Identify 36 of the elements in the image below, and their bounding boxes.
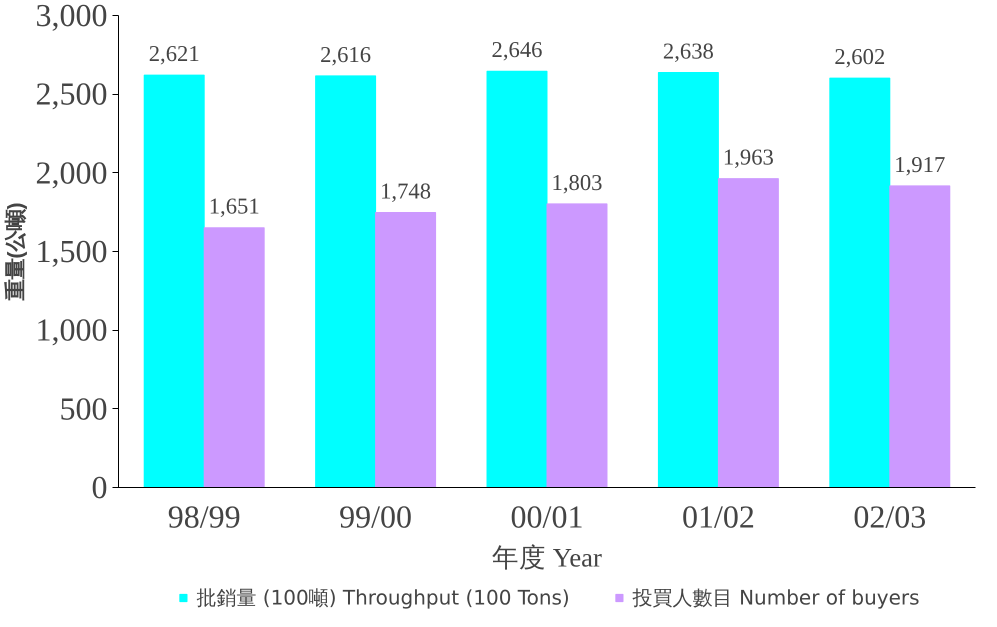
y-tick-label: 1,500 (36, 233, 108, 269)
bar (315, 75, 376, 488)
bar (375, 212, 436, 488)
y-tick-label: 0 (92, 469, 108, 505)
y-tick-label: 1,000 (36, 312, 108, 348)
x-axis-title: 年度 Year (492, 542, 602, 572)
data-label: 2,638 (662, 38, 714, 64)
bar (889, 185, 950, 488)
x-tick-label: 98/99 (168, 498, 241, 534)
legend-label: 批銷量 (100噸) Throughput (100 Tons) (196, 584, 570, 611)
y-tick-label: 2,500 (36, 76, 108, 112)
bar (546, 203, 608, 488)
y-axis-title: 重量(公噸) (4, 202, 28, 302)
bar (204, 227, 265, 488)
bar (718, 178, 779, 488)
data-label: 2,621 (148, 41, 200, 66)
data-label: 2,602 (834, 44, 886, 70)
x-tick-label: 00/01 (510, 498, 584, 534)
data-label: 2,616 (320, 42, 372, 67)
bar (658, 72, 719, 488)
data-label: 1,651 (208, 194, 260, 219)
y-tick-label: 500 (60, 390, 108, 426)
y-tick-label: 2,000 (36, 154, 108, 190)
x-tick-label: 01/02 (682, 498, 755, 534)
x-tick-label: 99/00 (339, 498, 412, 534)
bar (829, 78, 890, 488)
x-tick-label: 02/03 (853, 498, 926, 534)
data-label: 1,917 (894, 152, 946, 177)
y-tick-label: 3,000 (36, 0, 108, 33)
data-label: 1,803 (552, 170, 602, 195)
data-label: 1,963 (722, 144, 774, 170)
legend-label: 投買人數目 Number of buyers (632, 584, 920, 611)
bar (144, 74, 205, 488)
bar (486, 70, 548, 488)
data-label: 1,748 (380, 178, 432, 204)
data-label: 2,646 (492, 37, 542, 62)
